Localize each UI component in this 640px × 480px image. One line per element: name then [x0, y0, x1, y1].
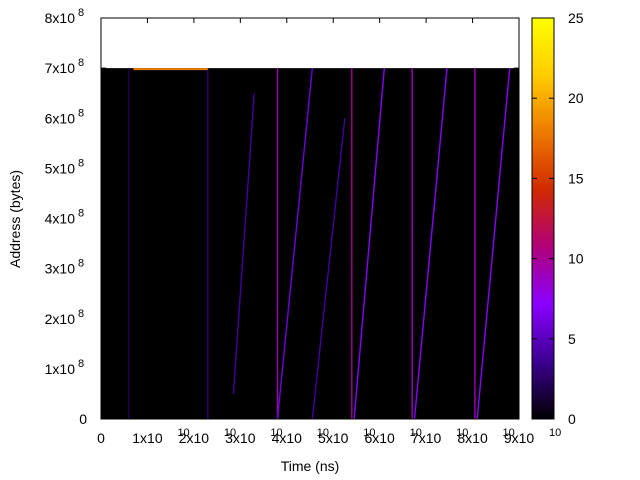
- x-tick-exponent: 10: [456, 427, 468, 439]
- colorbar-tick-label: 0: [568, 411, 576, 427]
- y-tick-label: 2x10: [45, 311, 76, 327]
- access-streak: [353, 68, 386, 420]
- heatmap-background: [101, 68, 519, 419]
- y-tick-exponent: 8: [78, 258, 84, 270]
- y-tick-exponent: 8: [78, 208, 84, 220]
- y-tick-label: 1x10: [45, 361, 76, 377]
- colorbar-frame: [531, 17, 555, 420]
- y-tick-exponent: 8: [78, 358, 84, 370]
- x-tick-exponent: 10: [317, 427, 329, 439]
- x-tick-label: 6x10: [364, 430, 395, 446]
- y-tick-exponent: 8: [78, 57, 84, 69]
- access-streak: [476, 68, 511, 420]
- x-tick-label: 1x10: [132, 430, 163, 446]
- access-streak: [413, 68, 448, 420]
- colorbar-tick-label: 20: [568, 90, 584, 106]
- colorbar-tick-label: 10: [568, 251, 584, 267]
- colorbar: [532, 18, 554, 419]
- x-tick-label: 3x10: [225, 430, 256, 446]
- x-tick-exponent: 10: [410, 427, 422, 439]
- x-tick-exponent: 10: [549, 427, 561, 439]
- x-tick-label: 9x10: [504, 430, 535, 446]
- x-tick-label: 8x10: [457, 430, 488, 446]
- access-streak: [276, 68, 314, 420]
- heatmap-layer: [101, 68, 519, 420]
- x-tick-label: 5x10: [318, 430, 349, 446]
- y-tick-label: 8x10: [45, 10, 76, 26]
- y-tick-label: 4x10: [45, 211, 76, 227]
- y-tick-label: 7x10: [45, 60, 76, 76]
- colorbar-tick-label: 5: [568, 331, 576, 347]
- x-tick-exponent: 10: [224, 427, 236, 439]
- access-streak: [232, 93, 255, 394]
- y-tick-label: 5x10: [45, 160, 76, 176]
- colorbar-ticks: 0 5 10 15 20 25: [532, 10, 584, 427]
- colorbar-tick-label: 25: [568, 10, 584, 26]
- x-tick-exponent: 10: [503, 427, 515, 439]
- x-tick-label: 7x10: [411, 430, 442, 446]
- x-tick-label: 2x10: [179, 430, 210, 446]
- y-tick-exponent: 8: [78, 107, 84, 119]
- y-tick-label: 0: [79, 411, 87, 427]
- colorbar-tick-label: 15: [568, 170, 584, 186]
- y-tick-exponent: 8: [78, 157, 84, 169]
- y-tick-exponent: 8: [78, 7, 84, 19]
- x-tick-exponent: 10: [177, 427, 189, 439]
- x-tick-exponent: 10: [363, 427, 375, 439]
- x-axis-label: Time (ns): [281, 458, 340, 474]
- access-streak: [311, 118, 346, 420]
- x-tick-exponent: 10: [270, 427, 282, 439]
- x-tick-label: 0: [97, 430, 105, 446]
- y-tick-exponent: 8: [78, 308, 84, 320]
- y-tick-label: 3x10: [45, 261, 76, 277]
- y-tick-label: 6x10: [45, 110, 76, 126]
- x-tick-label: 4x10: [272, 430, 303, 446]
- y-axis-label: Address (bytes): [7, 170, 23, 268]
